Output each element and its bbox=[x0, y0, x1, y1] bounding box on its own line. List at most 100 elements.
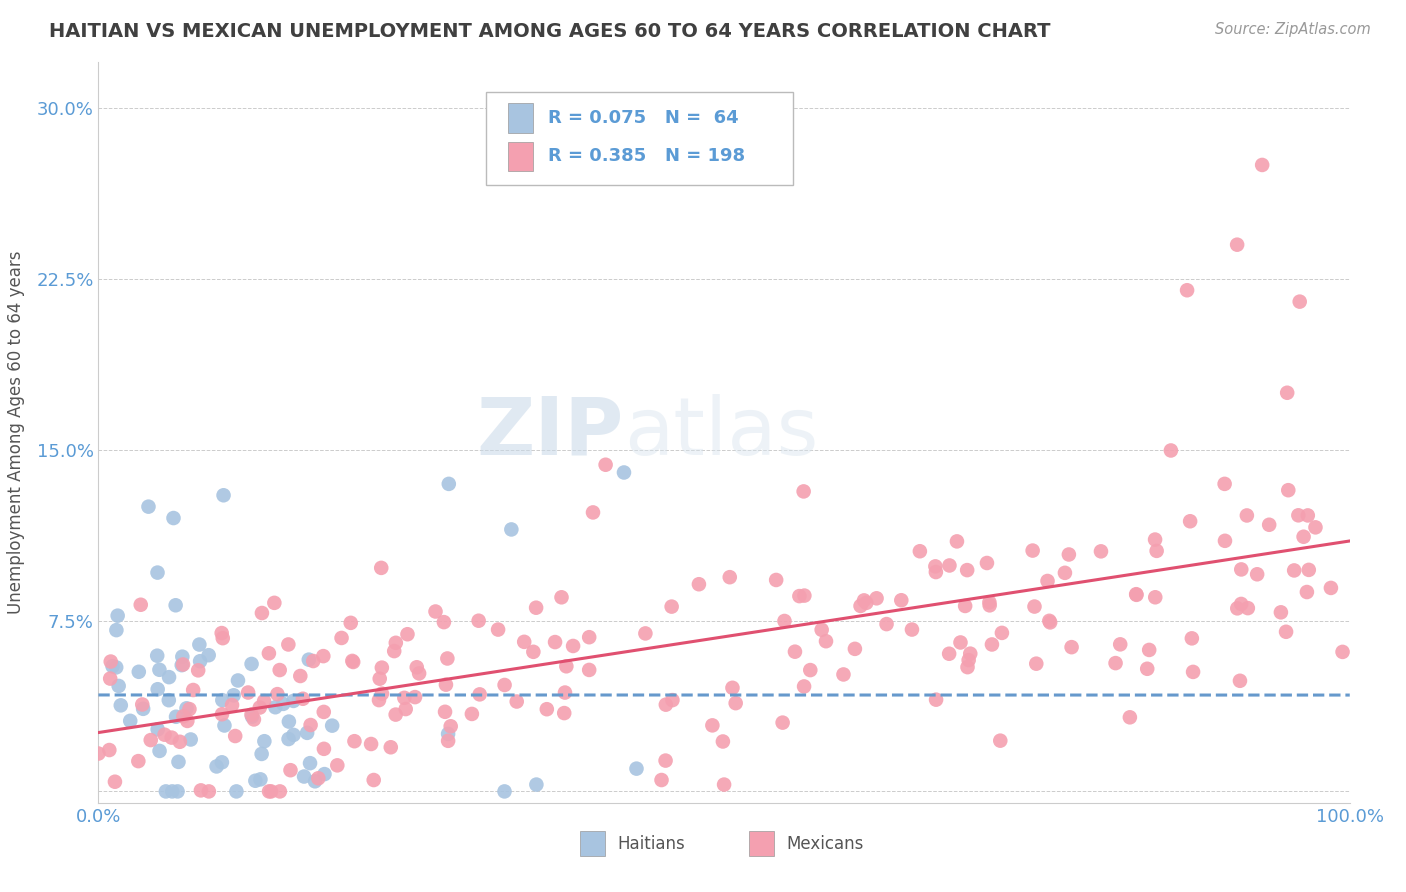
Point bbox=[304, 774, 326, 789]
Point bbox=[524, 600, 547, 615]
Point bbox=[172, 709, 194, 723]
Point bbox=[342, 655, 364, 669]
Point bbox=[384, 707, 406, 722]
Point bbox=[1137, 643, 1160, 657]
Point bbox=[211, 693, 233, 707]
Point bbox=[849, 599, 872, 613]
Point bbox=[269, 663, 291, 677]
Point bbox=[330, 631, 353, 645]
Point bbox=[1146, 544, 1168, 558]
Point bbox=[190, 783, 212, 797]
Point bbox=[486, 623, 509, 637]
Point bbox=[844, 641, 866, 656]
Point bbox=[799, 663, 821, 677]
Point bbox=[562, 639, 585, 653]
Point bbox=[236, 685, 259, 699]
Point bbox=[343, 734, 366, 748]
Point bbox=[371, 687, 394, 701]
Point bbox=[277, 637, 299, 651]
Point bbox=[1125, 588, 1147, 602]
Point bbox=[221, 698, 243, 712]
Point bbox=[1277, 385, 1299, 400]
Point bbox=[280, 763, 302, 777]
Point bbox=[290, 669, 312, 683]
Point bbox=[1109, 637, 1132, 651]
Point bbox=[266, 687, 288, 701]
Point bbox=[1053, 566, 1076, 580]
Point bbox=[211, 631, 233, 645]
Point bbox=[197, 648, 219, 663]
Point bbox=[225, 784, 247, 798]
Point bbox=[380, 740, 402, 755]
Point bbox=[578, 663, 600, 677]
Point bbox=[1136, 662, 1159, 676]
FancyBboxPatch shape bbox=[508, 142, 533, 171]
Point bbox=[437, 476, 460, 491]
Point bbox=[211, 707, 233, 722]
FancyBboxPatch shape bbox=[486, 92, 793, 185]
Point bbox=[138, 500, 160, 514]
Point bbox=[167, 755, 190, 769]
Point bbox=[408, 666, 430, 681]
Point bbox=[924, 559, 946, 574]
Point bbox=[793, 484, 815, 499]
Point bbox=[1296, 585, 1319, 599]
Point bbox=[1275, 624, 1298, 639]
Point bbox=[634, 626, 657, 640]
Point bbox=[1226, 601, 1249, 615]
Point bbox=[146, 682, 169, 697]
Point bbox=[181, 683, 204, 698]
Point bbox=[307, 772, 329, 786]
Point bbox=[165, 599, 187, 613]
Point bbox=[513, 635, 536, 649]
Point bbox=[437, 734, 460, 748]
Text: HAITIAN VS MEXICAN UNEMPLOYMENT AMONG AGES 60 TO 64 YEARS CORRELATION CHART: HAITIAN VS MEXICAN UNEMPLOYMENT AMONG AG… bbox=[49, 22, 1050, 41]
Point bbox=[146, 723, 169, 737]
Point bbox=[506, 694, 529, 708]
Point bbox=[127, 754, 149, 768]
Point bbox=[1213, 533, 1236, 548]
Point bbox=[425, 605, 447, 619]
Point bbox=[321, 719, 343, 733]
Point bbox=[1125, 587, 1147, 601]
Point bbox=[155, 784, 177, 798]
Point bbox=[312, 742, 335, 756]
Point bbox=[793, 680, 815, 694]
Point bbox=[832, 667, 855, 681]
Point bbox=[981, 637, 1004, 651]
Point bbox=[793, 589, 815, 603]
Point bbox=[1298, 563, 1320, 577]
Point bbox=[467, 614, 489, 628]
Point bbox=[494, 678, 516, 692]
Point bbox=[110, 698, 132, 713]
Point bbox=[436, 651, 458, 665]
Point bbox=[1182, 665, 1205, 679]
Point bbox=[1038, 614, 1060, 628]
Point bbox=[1320, 581, 1343, 595]
Point bbox=[363, 772, 385, 787]
Point bbox=[876, 617, 898, 632]
Point bbox=[298, 653, 321, 667]
Point bbox=[299, 756, 322, 771]
Point bbox=[157, 670, 180, 684]
Point bbox=[1270, 605, 1292, 619]
Point bbox=[1230, 562, 1253, 576]
Point bbox=[501, 523, 523, 537]
Point bbox=[1144, 533, 1167, 547]
Point bbox=[979, 595, 1001, 609]
Point bbox=[1282, 563, 1305, 577]
Point bbox=[1024, 599, 1046, 614]
Point bbox=[440, 719, 463, 733]
Point bbox=[395, 702, 418, 716]
Point bbox=[1246, 567, 1268, 582]
Point bbox=[128, 665, 150, 679]
Point bbox=[1021, 543, 1043, 558]
Point bbox=[1305, 520, 1327, 534]
Point bbox=[1292, 530, 1315, 544]
Point bbox=[382, 644, 405, 658]
Point bbox=[1226, 237, 1249, 252]
Point bbox=[553, 706, 575, 720]
Y-axis label: Unemployment Among Ages 60 to 64 years: Unemployment Among Ages 60 to 64 years bbox=[7, 251, 25, 615]
Point bbox=[1104, 656, 1126, 670]
Point bbox=[773, 614, 796, 628]
